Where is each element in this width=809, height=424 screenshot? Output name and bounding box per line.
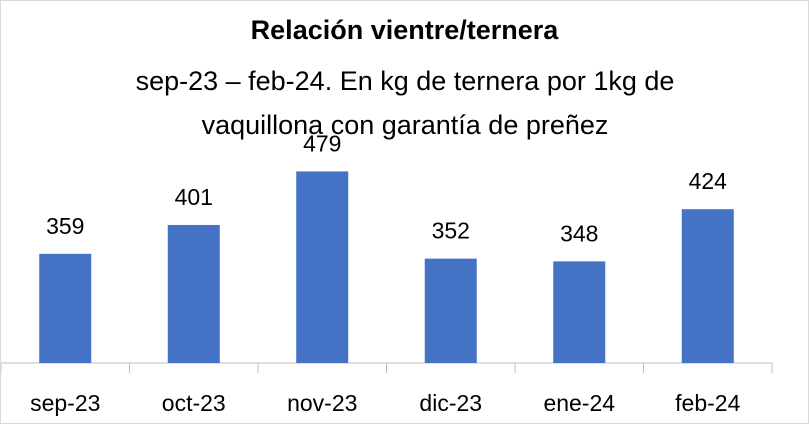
data-label: 424 (689, 168, 728, 194)
bar (681, 209, 734, 363)
data-label: 359 (46, 213, 84, 239)
bar (424, 258, 477, 363)
chart-title: Relación vientre/ternera (250, 15, 559, 45)
x-tick-label: nov-23 (287, 390, 357, 416)
x-tick-label: ene-24 (543, 390, 615, 416)
bar (39, 253, 92, 363)
data-label: 352 (432, 218, 470, 244)
data-label: 348 (560, 220, 598, 246)
x-tick-label: feb-24 (675, 390, 740, 416)
x-tick-label: dic-23 (419, 390, 482, 416)
bar (167, 224, 220, 363)
x-tick-label: oct-23 (162, 390, 226, 416)
data-label: 401 (175, 184, 213, 210)
data-label: 479 (303, 130, 341, 156)
bar (553, 261, 606, 363)
bar (296, 171, 349, 363)
chart-subtitle: sep-23 – feb-24. En kg de ternera por 1k… (135, 66, 675, 140)
x-tick-label: sep-23 (30, 390, 100, 416)
